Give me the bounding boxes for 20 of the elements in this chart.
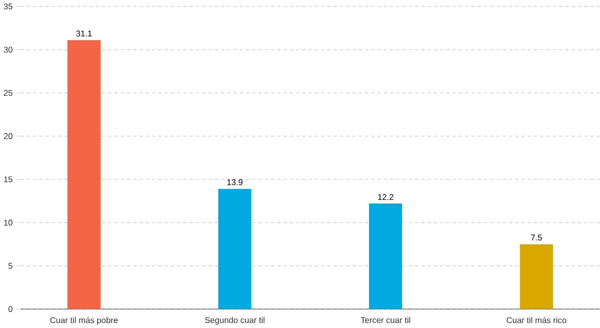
data-label: 13.9 (227, 179, 243, 186)
y-tick-label: 25 (4, 90, 12, 96)
bar (218, 188, 252, 309)
data-label: 31.1 (76, 30, 92, 36)
y-tick-label: 30 (4, 46, 12, 52)
y-tick-label: 20 (4, 133, 12, 139)
data-label: 12.2 (378, 194, 394, 200)
bar (369, 203, 402, 309)
y-tick-label: 5 (8, 262, 12, 269)
y-tick-label: 15 (4, 176, 12, 182)
data-label: 7.5 (531, 234, 542, 240)
x-tick-label: Cuar til más pobre (50, 316, 118, 325)
bar (520, 244, 554, 309)
y-tick-label: 10 (4, 220, 12, 226)
x-tick-label: Cuar til más rico (506, 316, 566, 324)
bar (67, 40, 101, 309)
y-tick-label: 35 (4, 3, 12, 10)
y-tick-label: 0 (8, 306, 12, 312)
x-tick-label: Segundo cuar til (205, 316, 264, 325)
x-tick-label: Tercer cuar til (360, 316, 410, 323)
